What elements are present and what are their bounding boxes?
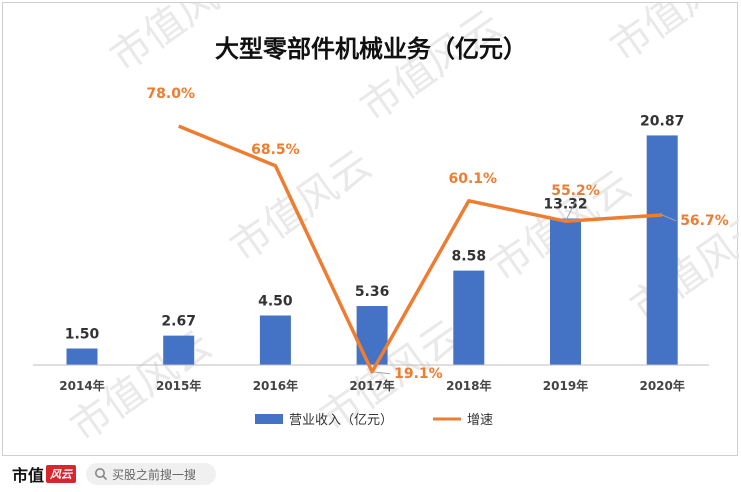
- bar-data-label: 1.50: [65, 327, 100, 343]
- watermark-text: 市值风云: [602, 3, 739, 71]
- bar-data-label: 5.36: [355, 284, 390, 300]
- x-tick-label: 2014年: [59, 378, 104, 393]
- search-icon: [95, 468, 108, 481]
- logo-text: 市值: [12, 466, 45, 485]
- x-tick-label: 2019年: [543, 378, 588, 393]
- logo-mark: 风云: [46, 465, 77, 483]
- line-data-label: 55.2%: [551, 183, 600, 199]
- line-series: 78.0% 68.5% 19.1% 60.1% 55.2% 56.7%: [146, 86, 728, 382]
- x-tick-labels: 2014年 2015年 2016年 2017年 2018年 2019年 2020年: [59, 378, 685, 393]
- x-tick-label: 2015年: [156, 378, 201, 393]
- bar-data-label: 4.50: [258, 294, 293, 310]
- footer-bar: 市值 风云 买股之前搜一搜: [0, 456, 741, 492]
- watermark-text: 市值风云: [352, 3, 509, 131]
- bar: [163, 335, 195, 365]
- bar: [356, 306, 388, 365]
- line-label-leader: [372, 371, 391, 375]
- x-tick-label: 2017年: [349, 378, 394, 393]
- x-tick-label: 2016年: [253, 378, 298, 393]
- line-data-label: 78.0%: [146, 86, 195, 102]
- bar-data-label: 13.32: [543, 196, 587, 212]
- legend: 营业收入（亿元） 增速: [255, 413, 493, 428]
- bar-series: 1.50 2.67 4.50 5.36 8.58 13.32 20.87: [65, 113, 684, 365]
- bar: [550, 218, 581, 365]
- line-data-label: 56.7%: [680, 213, 729, 229]
- logo: 市值 风云: [12, 462, 77, 486]
- line-data-label: 19.1%: [394, 366, 443, 382]
- bar: [646, 135, 678, 365]
- chart-title: 大型零部件机械业务（亿元）: [215, 35, 527, 63]
- chart-frame: 市值风云市值风云市值风云市值风云市值风云市值风云市值风云市值风云 大型零部件机械…: [2, 2, 739, 456]
- bar-data-label: 8.58: [452, 249, 487, 265]
- bar: [259, 315, 291, 365]
- line-label-leader: [565, 200, 576, 222]
- x-tick-label: 2020年: [639, 378, 684, 393]
- growth-line: [178, 124, 663, 374]
- line-data-label: 60.1%: [449, 171, 498, 187]
- bar: [453, 270, 485, 365]
- chart-svg: 市值风云市值风云市值风云市值风云市值风云市值风云市值风云市值风云 大型零部件机械…: [33, 3, 739, 451]
- legend-bar-swatch: [255, 414, 283, 424]
- x-tick-label: 2018年: [446, 378, 491, 393]
- watermark-text: 市值风云: [222, 142, 379, 271]
- legend-bar-label: 营业收入（亿元）: [289, 413, 393, 428]
- bar-data-label: 2.67: [161, 314, 196, 330]
- search-placeholder: 买股之前搜一搜: [112, 467, 197, 482]
- line-data-label: 68.5%: [251, 142, 300, 158]
- bar: [66, 348, 98, 365]
- line-label-leader: [662, 214, 677, 222]
- legend-line-label: 增速: [467, 413, 493, 428]
- bar-data-label: 20.87: [640, 113, 684, 129]
- search-box[interactable]: 买股之前搜一搜: [86, 463, 217, 485]
